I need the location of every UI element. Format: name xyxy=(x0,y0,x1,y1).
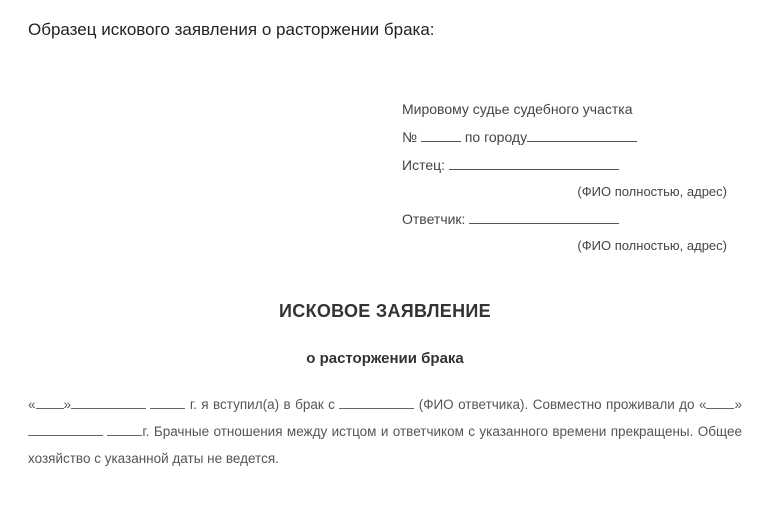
city-label: по городу xyxy=(465,129,527,145)
body-part2: г. я вступил(а) в брак с xyxy=(185,397,339,412)
document-body: « » г. я вступил(а) в брак с (ФИО ответчи… xyxy=(28,391,742,472)
blank-year2 xyxy=(107,423,142,437)
blank-plaintiff xyxy=(449,156,619,170)
document-subtitle: о расторжении брака xyxy=(28,350,742,367)
defendant-hint: (ФИО полностью, адрес) xyxy=(402,233,732,259)
blank-year1 xyxy=(150,396,185,410)
body-quote-open1: « xyxy=(28,397,36,412)
plaintiff-hint: (ФИО полностью, адрес) xyxy=(402,179,732,205)
addressee-block: Мировому судье судебного участка № по го… xyxy=(402,95,732,259)
blank-month2 xyxy=(28,423,103,437)
blank-day1 xyxy=(36,396,64,410)
defendant-label: Ответчик: xyxy=(402,211,465,227)
court-number-line: № по городу xyxy=(402,123,732,151)
document-title: ИСКОВОЕ ЗАЯВЛЕНИЕ xyxy=(28,301,742,322)
blank-city xyxy=(527,128,637,142)
blank-month1 xyxy=(71,396,146,410)
plaintiff-line: Истец: xyxy=(402,151,732,179)
body-quote-close1: » xyxy=(64,397,72,412)
body-part3: (ФИО ответчика). Совместно проживали до … xyxy=(414,397,706,412)
court-line: Мировому судье судебного участка xyxy=(402,95,732,123)
plaintiff-label: Истец: xyxy=(402,157,445,173)
blank-defendant xyxy=(469,210,619,224)
defendant-line: Ответчик: xyxy=(402,205,732,233)
blank-day2 xyxy=(706,396,734,410)
blank-court-number xyxy=(421,128,461,142)
number-label: № xyxy=(402,129,417,145)
page-caption: Образец искового заявления о расторжении… xyxy=(28,20,742,40)
blank-spouse xyxy=(339,396,414,410)
body-part4: » xyxy=(734,397,742,412)
